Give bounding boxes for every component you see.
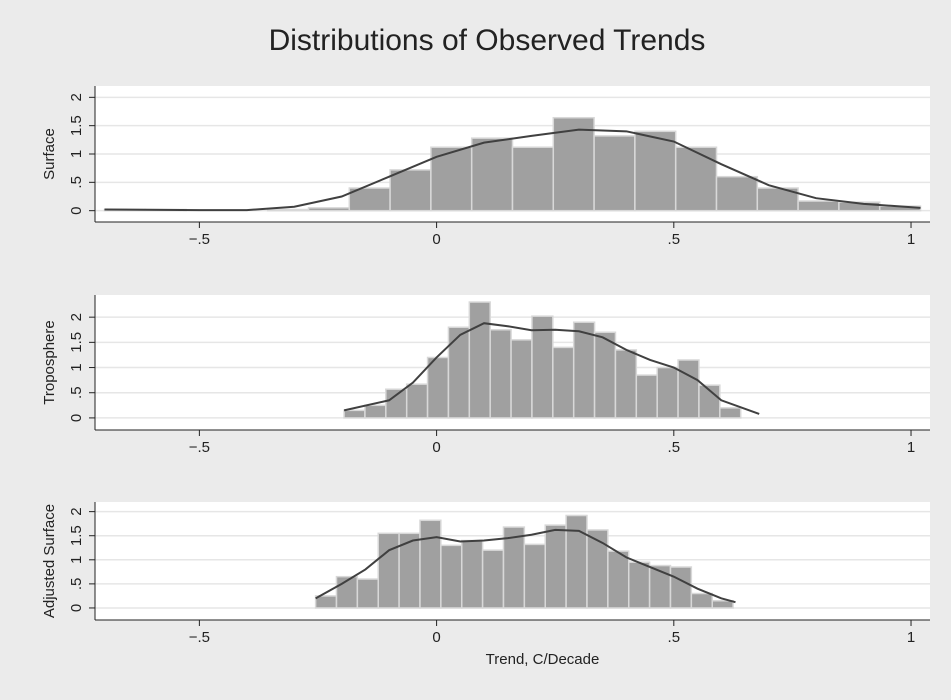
bar <box>481 549 505 609</box>
bar <box>614 349 638 419</box>
bar <box>715 175 759 212</box>
bar <box>544 524 567 609</box>
bar <box>419 519 442 609</box>
bar <box>430 146 473 212</box>
x-tick-label: .5 <box>668 629 681 646</box>
x-tick-label: 1 <box>907 231 915 248</box>
y-tick-label: 1 <box>68 556 85 564</box>
y-tick-label: 0 <box>68 414 85 422</box>
y-tick-label: 2 <box>68 507 85 515</box>
bar <box>690 592 713 609</box>
bar <box>364 404 387 419</box>
bar <box>307 207 351 212</box>
density-line <box>104 128 921 212</box>
x-tick-label: 1 <box>907 439 915 456</box>
bar <box>797 200 840 212</box>
y-tick-label: 1 <box>68 363 85 371</box>
y-tick-label: 1.5 <box>68 525 85 546</box>
bar <box>426 356 450 419</box>
x-tick-label: 1 <box>907 629 915 646</box>
bar <box>385 388 408 419</box>
bar <box>266 208 310 212</box>
x-tick-label: 0 <box>432 629 440 646</box>
bar <box>531 315 554 419</box>
bar <box>511 146 555 212</box>
y-tick-label: 1 <box>68 150 85 158</box>
y-axis-label: Adjusted Surface <box>41 504 58 618</box>
bar <box>572 321 596 419</box>
bar <box>627 561 651 609</box>
bar <box>343 409 366 419</box>
bar <box>356 578 379 609</box>
bar <box>586 529 609 609</box>
y-tick-label: 1.5 <box>68 332 85 353</box>
bar <box>711 599 734 609</box>
bar <box>523 543 546 609</box>
bar <box>510 339 533 419</box>
bar <box>405 383 429 419</box>
density-line <box>343 322 760 415</box>
bar <box>634 130 677 212</box>
bar <box>635 374 658 419</box>
x-tick-label: 0 <box>432 231 440 248</box>
x-tick-label: −.5 <box>189 629 210 646</box>
bar <box>552 346 575 419</box>
bar <box>470 137 514 212</box>
y-tick-label: 1.5 <box>68 115 85 136</box>
x-tick-label: .5 <box>668 439 681 456</box>
y-tick-label: .5 <box>68 176 85 189</box>
bar <box>593 135 636 212</box>
x-tick-label: −.5 <box>189 231 210 248</box>
bar <box>377 532 400 609</box>
bar <box>677 359 700 419</box>
bar <box>674 146 718 212</box>
bar <box>440 544 463 609</box>
y-axis-label: Troposphere <box>41 320 58 405</box>
x-axis-label: Trend, C/Decade <box>486 651 600 668</box>
y-axis-label: Surface <box>41 128 58 180</box>
bar <box>468 301 491 419</box>
y-tick-label: 0 <box>68 604 85 612</box>
density-line <box>315 528 736 604</box>
bar <box>389 169 432 212</box>
bar <box>593 331 617 419</box>
bar <box>607 550 630 609</box>
bar <box>565 514 588 609</box>
y-tick-label: 2 <box>68 313 85 321</box>
bar <box>460 539 484 609</box>
bar <box>719 407 742 419</box>
y-tick-label: 0 <box>68 206 85 214</box>
y-tick-label: .5 <box>68 578 85 591</box>
bar <box>447 326 471 419</box>
bar <box>669 566 693 609</box>
bar <box>489 329 512 419</box>
x-tick-label: 0 <box>432 439 440 456</box>
x-tick-label: −.5 <box>189 439 210 456</box>
x-tick-label: .5 <box>668 231 681 248</box>
bar <box>656 366 679 419</box>
y-tick-label: 2 <box>68 93 85 101</box>
chart-title: Distributions of Observed Trends <box>269 24 706 57</box>
y-tick-label: .5 <box>68 386 85 399</box>
